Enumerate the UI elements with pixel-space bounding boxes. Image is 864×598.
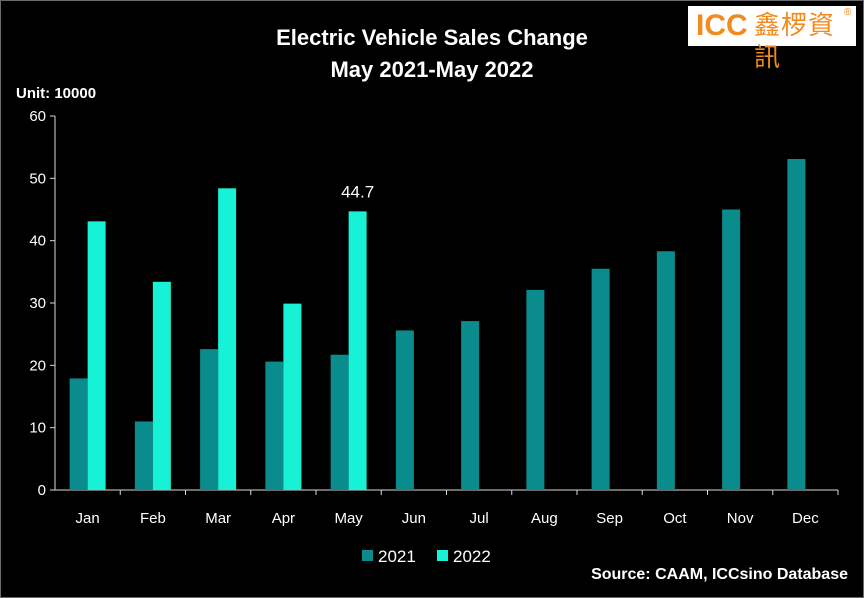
bar-2021-Nov (722, 209, 741, 490)
y-tick-label: 60 (29, 108, 46, 125)
bar-2021-Sep (591, 268, 610, 490)
y-tick-label: 50 (29, 170, 46, 187)
y-tick-label: 20 (29, 357, 46, 374)
bar-2022-Feb (152, 281, 171, 490)
bar-2021-Dec (787, 159, 806, 490)
bars (69, 159, 806, 491)
x-tick-label: Jun (402, 510, 426, 527)
legend-label-2022: 2022 (453, 547, 491, 566)
bar-2021-Aug (526, 289, 545, 490)
y-tick-label: 30 (29, 295, 46, 312)
bar-2021-Oct (656, 251, 675, 490)
chart-title: Electric Vehicle Sales Change (276, 25, 588, 50)
x-tick-label: Oct (663, 510, 687, 527)
bar-2022-Apr (283, 303, 302, 490)
icc-logo: ICC 鑫椤資訊 ® (688, 6, 856, 73)
x-tick-label: Jan (76, 510, 100, 527)
legend-label-2021: 2021 (378, 547, 416, 566)
x-tick-label: Nov (727, 510, 754, 527)
data-label: 44.7 (341, 182, 374, 201)
x-tick-label: Dec (792, 510, 819, 527)
logo-chinese-text: 鑫椤資訊 (754, 11, 836, 73)
bar-2022-May (348, 211, 367, 490)
bar-2021-Jul (461, 321, 480, 490)
bar-2021-Feb (134, 421, 153, 490)
x-tick-label: Aug (531, 510, 558, 527)
x-tick-label: Sep (596, 510, 623, 527)
bar-2022-Mar (218, 188, 237, 490)
chart-subtitle: May 2021-May 2022 (330, 57, 534, 82)
x-tick-label: Mar (205, 510, 231, 527)
x-tick-label: Jul (470, 510, 489, 527)
x-tick-label: Apr (272, 510, 295, 527)
bar-2021-Apr (265, 361, 284, 490)
chart-title-block: Electric Vehicle Sales Change May 2021-M… (0, 22, 864, 86)
logo-icc-text: ICC (696, 9, 748, 42)
bar-2021-Mar (200, 349, 219, 490)
bar-2021-Jan (69, 378, 88, 490)
labels: 44.7 (341, 182, 374, 201)
legend-swatch-2022 (437, 550, 448, 561)
axes: 0 10 20 30 40 50 60 Jan Feb Mar Apr May Jun Jul Aug Sep… (29, 108, 839, 527)
bar-2022-Jan (87, 221, 106, 491)
bar-2021-May (330, 354, 349, 490)
unit-label: Unit: 10000 (16, 85, 97, 102)
x-tick-label: Feb (140, 510, 166, 527)
legend-swatch-2021 (362, 550, 373, 561)
source-note: Source: CAAM, ICCsino Database (591, 566, 848, 583)
logo-registered-mark: ® (844, 7, 852, 18)
y-tick-label: 10 (29, 420, 46, 437)
x-tick-label: May (334, 510, 363, 527)
y-tick-label: 40 (29, 233, 46, 250)
legend: 2021 2022 (362, 547, 491, 566)
bar-2021-Jun (395, 330, 414, 490)
y-tick-label: 0 (38, 482, 46, 499)
